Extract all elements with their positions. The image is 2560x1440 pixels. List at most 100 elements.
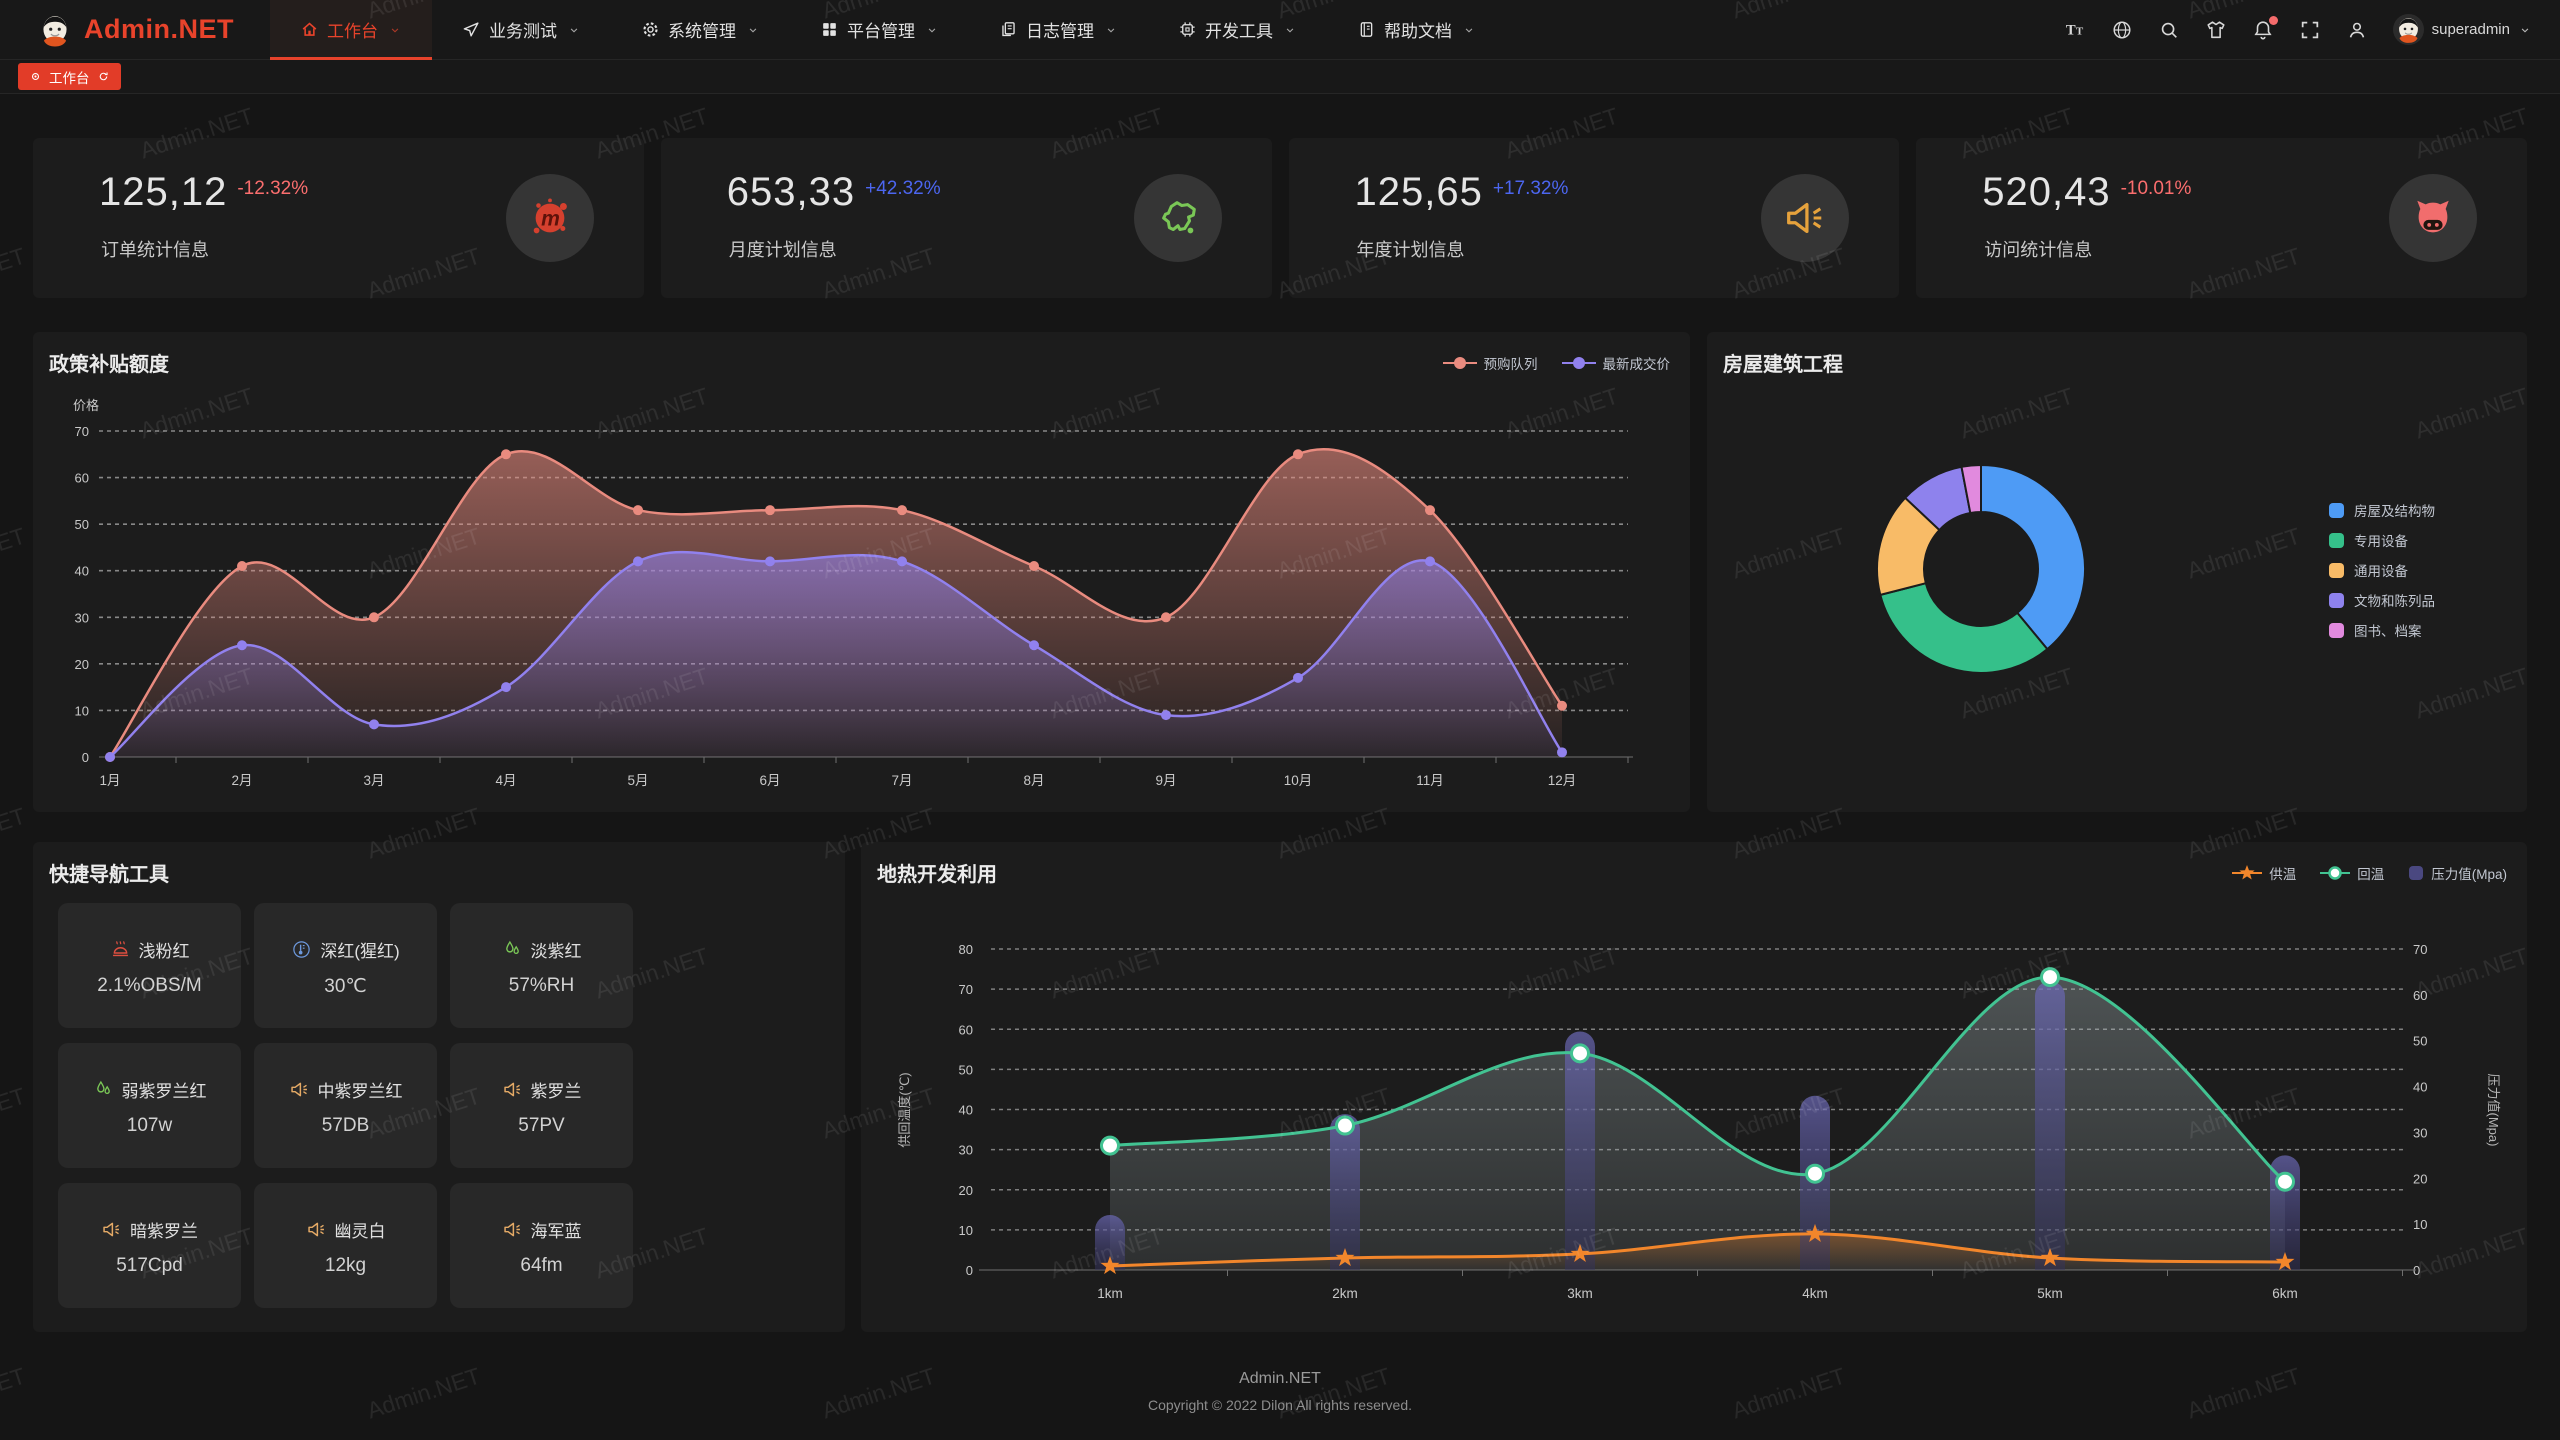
stat-card: 653,33 +42.32% 月度计划信息 bbox=[660, 138, 1272, 298]
legend-item[interactable]: 房屋及结构物 bbox=[2329, 500, 2435, 520]
quick-nav-item-value: 57%RH bbox=[508, 975, 575, 996]
menu-item-label: 工作台 bbox=[327, 22, 378, 41]
legend-item[interactable]: 回温 bbox=[2320, 863, 2384, 883]
building-project-panel: 房屋建筑工程 房屋及结构物 专用设备 通用设备 文物和陈列品 图书、档案 bbox=[1707, 332, 2527, 812]
fullscreen-icon[interactable] bbox=[2299, 19, 2321, 41]
area-chart-canvas[interactable]: 价格 0 10 20 30 40 50 60 70 1月 2月 3月 4月 5月 6月 7月 8月 9月 10月 11… bbox=[33, 332, 1690, 812]
svg-text:70: 70 bbox=[959, 982, 973, 997]
quick-nav-item[interactable]: 深红(猩红) 30℃ bbox=[254, 903, 437, 1028]
stat-delta: -10.01% bbox=[2120, 178, 2192, 199]
chevron-down-icon bbox=[1104, 23, 1118, 37]
legend-item[interactable]: 图书、档案 bbox=[2329, 620, 2435, 640]
svg-text:T: T bbox=[2076, 25, 2084, 37]
svg-text:10: 10 bbox=[75, 703, 89, 718]
menu-item-workbench[interactable]: 工作台 bbox=[270, 0, 432, 60]
svg-text:4月: 4月 bbox=[495, 773, 516, 788]
menu-item-log-management[interactable]: 日志管理 bbox=[969, 0, 1148, 59]
chevron-down-icon bbox=[1283, 23, 1297, 37]
theme-icon[interactable] bbox=[2205, 19, 2227, 41]
legend-item[interactable]: 文物和陈列品 bbox=[2329, 590, 2435, 610]
quick-nav-item-value: 30℃ bbox=[324, 976, 367, 997]
stat-card: 520,43 -10.01% 访问统计信息 bbox=[1916, 138, 2527, 298]
svg-text:5月: 5月 bbox=[627, 773, 648, 788]
gear-icon bbox=[641, 20, 660, 39]
page-footer: Admin.NET Copyright © 2022 Dilon All rig… bbox=[33, 1370, 2527, 1413]
chevron-down-icon bbox=[2518, 23, 2532, 37]
heat-icon bbox=[110, 939, 131, 960]
splash-icon: m bbox=[527, 195, 573, 241]
quick-nav-item[interactable]: 海军蓝 64fm bbox=[450, 1183, 633, 1308]
geothermal-panel: 地热开发利用 供温 回温 压力值(Mpa) 0 10 20 30 40 50 60 70 80 0 10… bbox=[861, 842, 2527, 1332]
legend-item[interactable]: 专用设备 bbox=[2329, 530, 2435, 550]
menu-item-system-management[interactable]: 系统管理 bbox=[611, 0, 790, 59]
footer-app-name: Admin.NET bbox=[1239, 1370, 1321, 1387]
svg-text:30: 30 bbox=[75, 610, 89, 625]
legend-item[interactable]: 通用设备 bbox=[2329, 560, 2435, 580]
svg-text:10月: 10月 bbox=[1284, 773, 1313, 788]
search-icon[interactable] bbox=[2158, 19, 2180, 41]
stat-card: 125,65 +17.32% 年度计划信息 bbox=[1288, 138, 1900, 298]
quick-nav-item[interactable]: 紫罗兰 57PV bbox=[450, 1043, 633, 1168]
stat-label: 年度计划信息 bbox=[1356, 240, 1465, 260]
profile-icon[interactable] bbox=[2346, 19, 2368, 41]
bell-icon[interactable] bbox=[2252, 15, 2278, 41]
svg-text:9月: 9月 bbox=[1155, 773, 1176, 788]
svg-text:供回温度(℃): 供回温度(℃) bbox=[897, 1072, 912, 1147]
quick-nav-item-name: 浅粉红 bbox=[138, 942, 190, 961]
svg-text:0: 0 bbox=[966, 1263, 973, 1278]
user-avatar bbox=[2392, 14, 2424, 45]
home-icon bbox=[300, 20, 319, 39]
svg-text:10: 10 bbox=[959, 1223, 973, 1238]
main-menu: 工作台 业务测试 系统管理 平台管理 日志管理 开发工具 帮助文档 bbox=[270, 0, 1506, 60]
user-menu[interactable]: superadmin bbox=[2392, 14, 2532, 45]
svg-text:5km: 5km bbox=[2037, 1286, 2063, 1301]
svg-text:50: 50 bbox=[959, 1062, 973, 1077]
svg-text:50: 50 bbox=[2413, 1034, 2427, 1049]
svg-text:60: 60 bbox=[75, 471, 89, 486]
quick-nav-item[interactable]: 幽灵白 12kg bbox=[254, 1183, 437, 1308]
legend-item[interactable]: 供温 bbox=[2232, 863, 2296, 883]
donut-chart-canvas[interactable] bbox=[1707, 332, 2528, 812]
language-icon[interactable] bbox=[2111, 19, 2133, 41]
svg-text:T: T bbox=[2065, 22, 2075, 38]
stats-row: 125,12 -12.32% 订单统计信息 m 653,33 +42.32% 月度计划信息 1… bbox=[33, 138, 2527, 298]
quick-nav-item[interactable]: 弱紫罗兰红 107w bbox=[58, 1043, 241, 1168]
tab-workbench[interactable]: 工作台 bbox=[18, 63, 121, 90]
menu-item-business-test[interactable]: 业务测试 bbox=[432, 0, 611, 59]
menu-item-label: 平台管理 bbox=[847, 22, 915, 41]
menu-item-platform-management[interactable]: 平台管理 bbox=[790, 0, 969, 59]
mixed-chart-canvas[interactable]: 0 10 20 30 40 50 60 70 80 0 10 20 30 40 50 60 70 供回温度(℃) 压… bbox=[861, 842, 2527, 1332]
svg-text:40: 40 bbox=[959, 1103, 973, 1118]
speaker-icon bbox=[306, 1219, 327, 1240]
chip-icon bbox=[1178, 20, 1197, 39]
legend-item[interactable]: 预购队列 bbox=[1442, 353, 1538, 373]
quick-nav-item[interactable]: 浅粉红 2.1%OBS/M bbox=[58, 903, 241, 1028]
menu-item-label: 日志管理 bbox=[1026, 22, 1094, 41]
quick-nav-item[interactable]: 暗紫罗兰 517Cpd bbox=[58, 1183, 241, 1308]
panel-title: 地热开发利用 bbox=[877, 864, 997, 886]
app-logo-text: Admin.NET bbox=[84, 14, 234, 44]
menu-item-dev-tools[interactable]: 开发工具 bbox=[1148, 0, 1327, 59]
tab-label: 工作台 bbox=[49, 70, 90, 86]
panel-title: 快捷导航工具 bbox=[49, 864, 169, 886]
svg-text:6km: 6km bbox=[2272, 1286, 2298, 1301]
stat-icon-circle bbox=[1761, 174, 1850, 262]
refresh-icon[interactable] bbox=[97, 70, 110, 83]
legend-item[interactable]: 最新成交价 bbox=[1561, 353, 1670, 373]
svg-text:20: 20 bbox=[2413, 1171, 2427, 1186]
quick-nav-item[interactable]: 淡紫红 57%RH bbox=[450, 903, 633, 1028]
legend-item[interactable]: 压力值(Mpa) bbox=[2408, 863, 2507, 883]
menu-item-help-docs[interactable]: 帮助文档 bbox=[1327, 0, 1506, 59]
svg-text:1月: 1月 bbox=[99, 773, 120, 788]
svg-text:60: 60 bbox=[2413, 988, 2427, 1003]
quick-nav-item-name: 幽灵白 bbox=[334, 1222, 386, 1241]
panel-title: 政策补贴额度 bbox=[49, 354, 169, 376]
quick-nav-grid: 浅粉红 2.1%OBS/M 深红(猩红) 30℃ 淡紫红 57%RH 弱紫罗兰红 107w 中紫… bbox=[33, 887, 845, 1308]
chart-legend: 预购队列 最新成交价 bbox=[1442, 353, 1670, 373]
quick-nav-item-value: 2.1%OBS/M bbox=[97, 975, 202, 996]
app-logo[interactable]: Admin.NET bbox=[0, 11, 270, 49]
quick-nav-item[interactable]: 中紫罗兰红 57DB bbox=[254, 1043, 437, 1168]
svg-text:80: 80 bbox=[959, 942, 973, 957]
